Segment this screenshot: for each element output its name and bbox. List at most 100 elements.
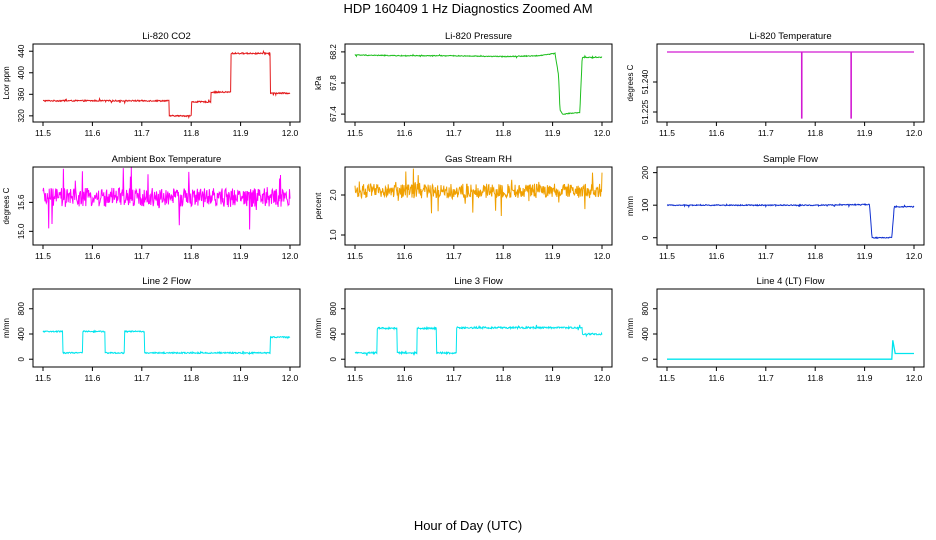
y-tick-label: 51.240 [641,69,650,94]
x-tick-label: 11.5 [347,251,363,261]
panel-5: Gas Stream RH percent 11.5 11.6 11.7 11.8 11.9… [314,154,613,261]
y-tick-label: 68.2 [329,44,338,60]
y-axis-label: m/mn [314,318,323,338]
panel-7: Line 2 Flow m/mn 11.5 11.6 11.7 11.8 11.9 12.0 0… [2,276,301,383]
x-tick-label: 11.6 [708,251,724,261]
panel-title: Li-820 Temperature [749,31,831,42]
plot-frame [344,166,613,246]
x-tick-label: 11.9 [545,373,561,383]
x-tick-label: 11.5 [347,373,363,383]
y-tick-label: 0 [17,356,26,361]
x-tick-label: 12.0 [906,251,923,261]
x-tick-label: 11.6 [396,251,412,261]
x-tick-label: 11.8 [183,128,199,138]
y-axis-label: m/mn [626,318,635,338]
x-tick-label: 11.5 [659,251,675,261]
plot-frame [32,43,301,123]
x-tick-label: 11.6 [84,128,100,138]
x-tick-label: 11.9 [233,251,249,261]
y-tick-label: 2.0 [329,189,338,201]
x-tick-label: 11.5 [347,128,363,138]
plot-frame [32,288,301,368]
x-tick-label: 11.8 [807,373,823,383]
x-tick-label: 11.7 [446,251,462,261]
x-tick-label: 12.0 [594,128,611,138]
plot-frame [656,166,925,246]
x-tick-label: 11.5 [659,373,675,383]
panel-title: Ambient Box Temperature [112,154,222,165]
y-tick-label: 100 [641,198,650,212]
y-axis-label: Lcor ppm [2,66,11,100]
plot-frame [32,166,301,246]
panel-title: Li-820 Pressure [445,31,512,42]
y-tick-label: 440 [17,44,26,58]
data-series [354,168,603,217]
data-series [667,51,914,119]
y-tick-label: 0 [641,356,650,361]
x-tick-label: 11.7 [758,251,774,261]
panel-title: Line 2 Flow [142,276,191,287]
y-tick-label: 800 [329,302,338,316]
y-tick-label: 400 [641,327,650,341]
y-axis-label: degrees C [626,64,635,101]
y-axis-label: m/mn [626,196,635,216]
x-tick-label: 12.0 [282,373,299,383]
x-tick-label: 11.7 [134,128,150,138]
y-axis-label: percent [314,192,323,219]
data-series [42,167,291,230]
panel-9: Line 4 (LT) Flow m/mn 11.5 11.6 11.7 11.8 11.9… [626,276,925,383]
data-series [354,324,603,356]
x-tick-label: 11.6 [708,373,724,383]
x-tick-label: 11.8 [495,373,511,383]
y-tick-label: 1.0 [329,229,338,241]
x-tick-label: 11.7 [446,128,462,138]
panel-1: Li-820 CO2 Lcor ppm 11.5 11.6 11.7 11.8 11.9 12… [2,31,301,138]
y-axis-label: m/mn [2,318,11,338]
x-tick-label: 11.9 [233,128,249,138]
y-tick-label: 200 [641,165,650,179]
x-tick-label: 11.5 [35,251,51,261]
panel-title: Li-820 CO2 [142,31,191,42]
y-tick-label: 15.6 [17,194,26,210]
y-tick-label: 400 [17,66,26,80]
y-tick-label: 800 [641,302,650,316]
data-series [354,52,603,115]
x-tick-label: 11.9 [857,373,873,383]
panel-title: Sample Flow [763,154,818,165]
panel-2: Li-820 Pressure kPa 11.5 11.6 11.7 11.8 11.9 12… [314,31,613,138]
figure-title: HDP 160409 1 Hz Diagnostics Zoomed AM [343,1,593,16]
x-tick-label: 11.9 [233,373,249,383]
x-tick-label: 11.7 [758,128,774,138]
x-tick-label: 11.8 [495,128,511,138]
y-tick-label: 0 [329,356,338,361]
x-tick-label: 11.6 [84,373,100,383]
x-tick-label: 11.8 [183,373,199,383]
panel-6: Sample Flow m/mn 11.5 11.6 11.7 11.8 11.9 12.0 0… [626,154,925,261]
panel-title: Line 4 (LT) Flow [757,276,825,287]
plot-frame [656,43,925,123]
x-tick-label: 11.5 [35,128,51,138]
y-tick-label: 67.4 [329,106,338,122]
x-tick-label: 11.6 [396,128,412,138]
x-tick-label: 11.5 [35,373,51,383]
y-tick-label: 400 [17,327,26,341]
x-tick-label: 11.6 [84,251,100,261]
panel-title: Line 3 Flow [454,276,503,287]
data-series [42,329,291,356]
x-tick-label: 12.0 [282,128,299,138]
x-tick-label: 12.0 [906,128,923,138]
x-tick-label: 11.9 [545,251,561,261]
x-tick-label: 11.9 [545,128,561,138]
y-tick-label: 67.8 [329,75,338,91]
x-tick-label: 12.0 [282,251,299,261]
panel-3: Li-820 Temperature degrees C 11.5 11.6 11.7 1… [626,31,925,138]
y-tick-label: 0 [641,235,650,240]
x-tick-label: 11.7 [134,373,150,383]
y-axis-label: kPa [314,76,323,90]
x-tick-label: 11.5 [659,128,675,138]
panel-4: Ambient Box Temperature degrees C 11.5 11.6… [2,154,301,261]
y-tick-label: 360 [17,87,26,101]
plot-frame [656,288,925,368]
y-tick-label: 320 [17,109,26,123]
y-tick-label: 400 [329,327,338,341]
